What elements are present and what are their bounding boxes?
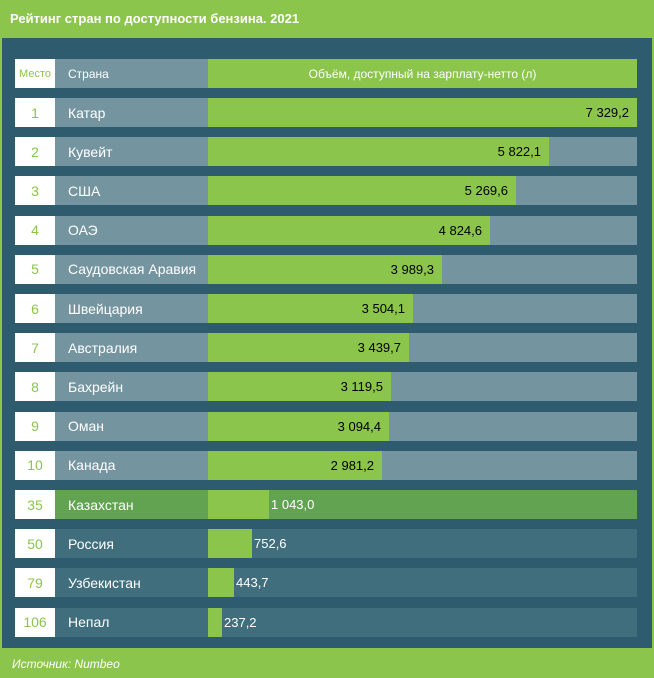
rank-cell: 50 <box>15 529 55 559</box>
rank-cell: 8 <box>15 372 55 402</box>
value-label: 7 329,2 <box>585 105 629 120</box>
value-label: 3 094,4 <box>337 418 381 434</box>
value-label: 2 981,2 <box>330 457 374 473</box>
header-value: Объём, доступный на зарплату-нетто (л) <box>208 59 637 88</box>
bar-track: 4 824,6 <box>208 215 637 245</box>
bar <box>208 490 269 519</box>
value-label: 3 119,5 <box>340 379 383 395</box>
rank-cell: 3 <box>15 176 55 206</box>
bar-track: 3 439,7 <box>208 333 637 363</box>
country-label: Россия <box>55 529 208 559</box>
bar-track: 3 989,3 <box>208 254 637 284</box>
country-label: Непал <box>55 607 208 637</box>
value-label: 5 269,6 <box>464 183 508 199</box>
country-label: Швейцария <box>55 294 208 323</box>
value-label: 3 989,3 <box>390 261 434 277</box>
value-label: 443,7 <box>236 575 269 591</box>
value-label: 3 504,1 <box>361 301 405 316</box>
country-label: Бахрейн <box>55 372 208 402</box>
bar-track: 5 269,6 <box>208 176 637 206</box>
value-label: 752,6 <box>254 536 287 552</box>
bar-track: 3 094,4 <box>208 411 637 441</box>
bar <box>208 294 413 323</box>
bar <box>208 176 516 206</box>
rank-cell: 10 <box>15 450 55 480</box>
bar <box>208 254 442 284</box>
value-label: 1 043,0 <box>271 497 315 512</box>
rank-cell: 4 <box>15 215 55 245</box>
bar-track: 2 981,2 <box>208 450 637 480</box>
header-country: Страна <box>55 59 208 88</box>
bar-track: 5 822,1 <box>208 137 637 167</box>
country-label: США <box>55 176 208 206</box>
country-label: Саудовская Аравия <box>55 254 208 284</box>
bar <box>208 137 549 167</box>
bar-track: 7 329,2 <box>208 98 637 127</box>
bar <box>208 215 490 245</box>
rank-cell: 79 <box>15 568 55 598</box>
rank-cell: 6 <box>15 294 55 323</box>
country-label: Узбекистан <box>55 568 208 598</box>
bar <box>208 411 389 441</box>
bar-track: 443,7 <box>208 568 637 598</box>
bar-track: 3 119,5 <box>208 372 637 402</box>
rank-cell: 7 <box>15 333 55 363</box>
value-label: 3 439,7 <box>357 340 401 356</box>
bar-track: 1 043,0 <box>208 490 637 519</box>
bar <box>208 450 382 480</box>
bar <box>208 98 637 127</box>
rank-cell: 2 <box>15 137 55 167</box>
bar <box>208 607 222 637</box>
bar-track: 3 504,1 <box>208 294 637 323</box>
bar <box>208 372 391 402</box>
rank-cell: 35 <box>15 490 55 519</box>
country-label: Канада <box>55 450 208 480</box>
country-label: Оман <box>55 411 208 441</box>
country-label: Австралия <box>55 333 208 363</box>
country-label: ОАЭ <box>55 215 208 245</box>
header-rank: Место <box>15 59 55 88</box>
bar-track: 237,2 <box>208 607 637 637</box>
title-bar: Рейтинг стран по доступности бензина. 20… <box>0 0 654 38</box>
value-label: 237,2 <box>224 614 257 630</box>
bar <box>208 529 252 559</box>
value-label: 5 822,1 <box>497 144 541 160</box>
rank-cell: 5 <box>15 254 55 284</box>
chart-title: Рейтинг стран по доступности бензина. 20… <box>10 11 300 26</box>
rank-cell: 106 <box>15 607 55 637</box>
country-label: Кувейт <box>55 137 208 167</box>
country-label: Казахстан <box>55 490 208 519</box>
bar <box>208 568 234 598</box>
value-label: 4 824,6 <box>438 222 482 238</box>
rank-cell: 1 <box>15 98 55 127</box>
bar <box>208 333 409 363</box>
source-note: Источник: Numbeo <box>12 657 120 671</box>
bar-track: 752,6 <box>208 529 637 559</box>
rank-cell: 9 <box>15 411 55 441</box>
country-label: Катар <box>55 98 208 127</box>
